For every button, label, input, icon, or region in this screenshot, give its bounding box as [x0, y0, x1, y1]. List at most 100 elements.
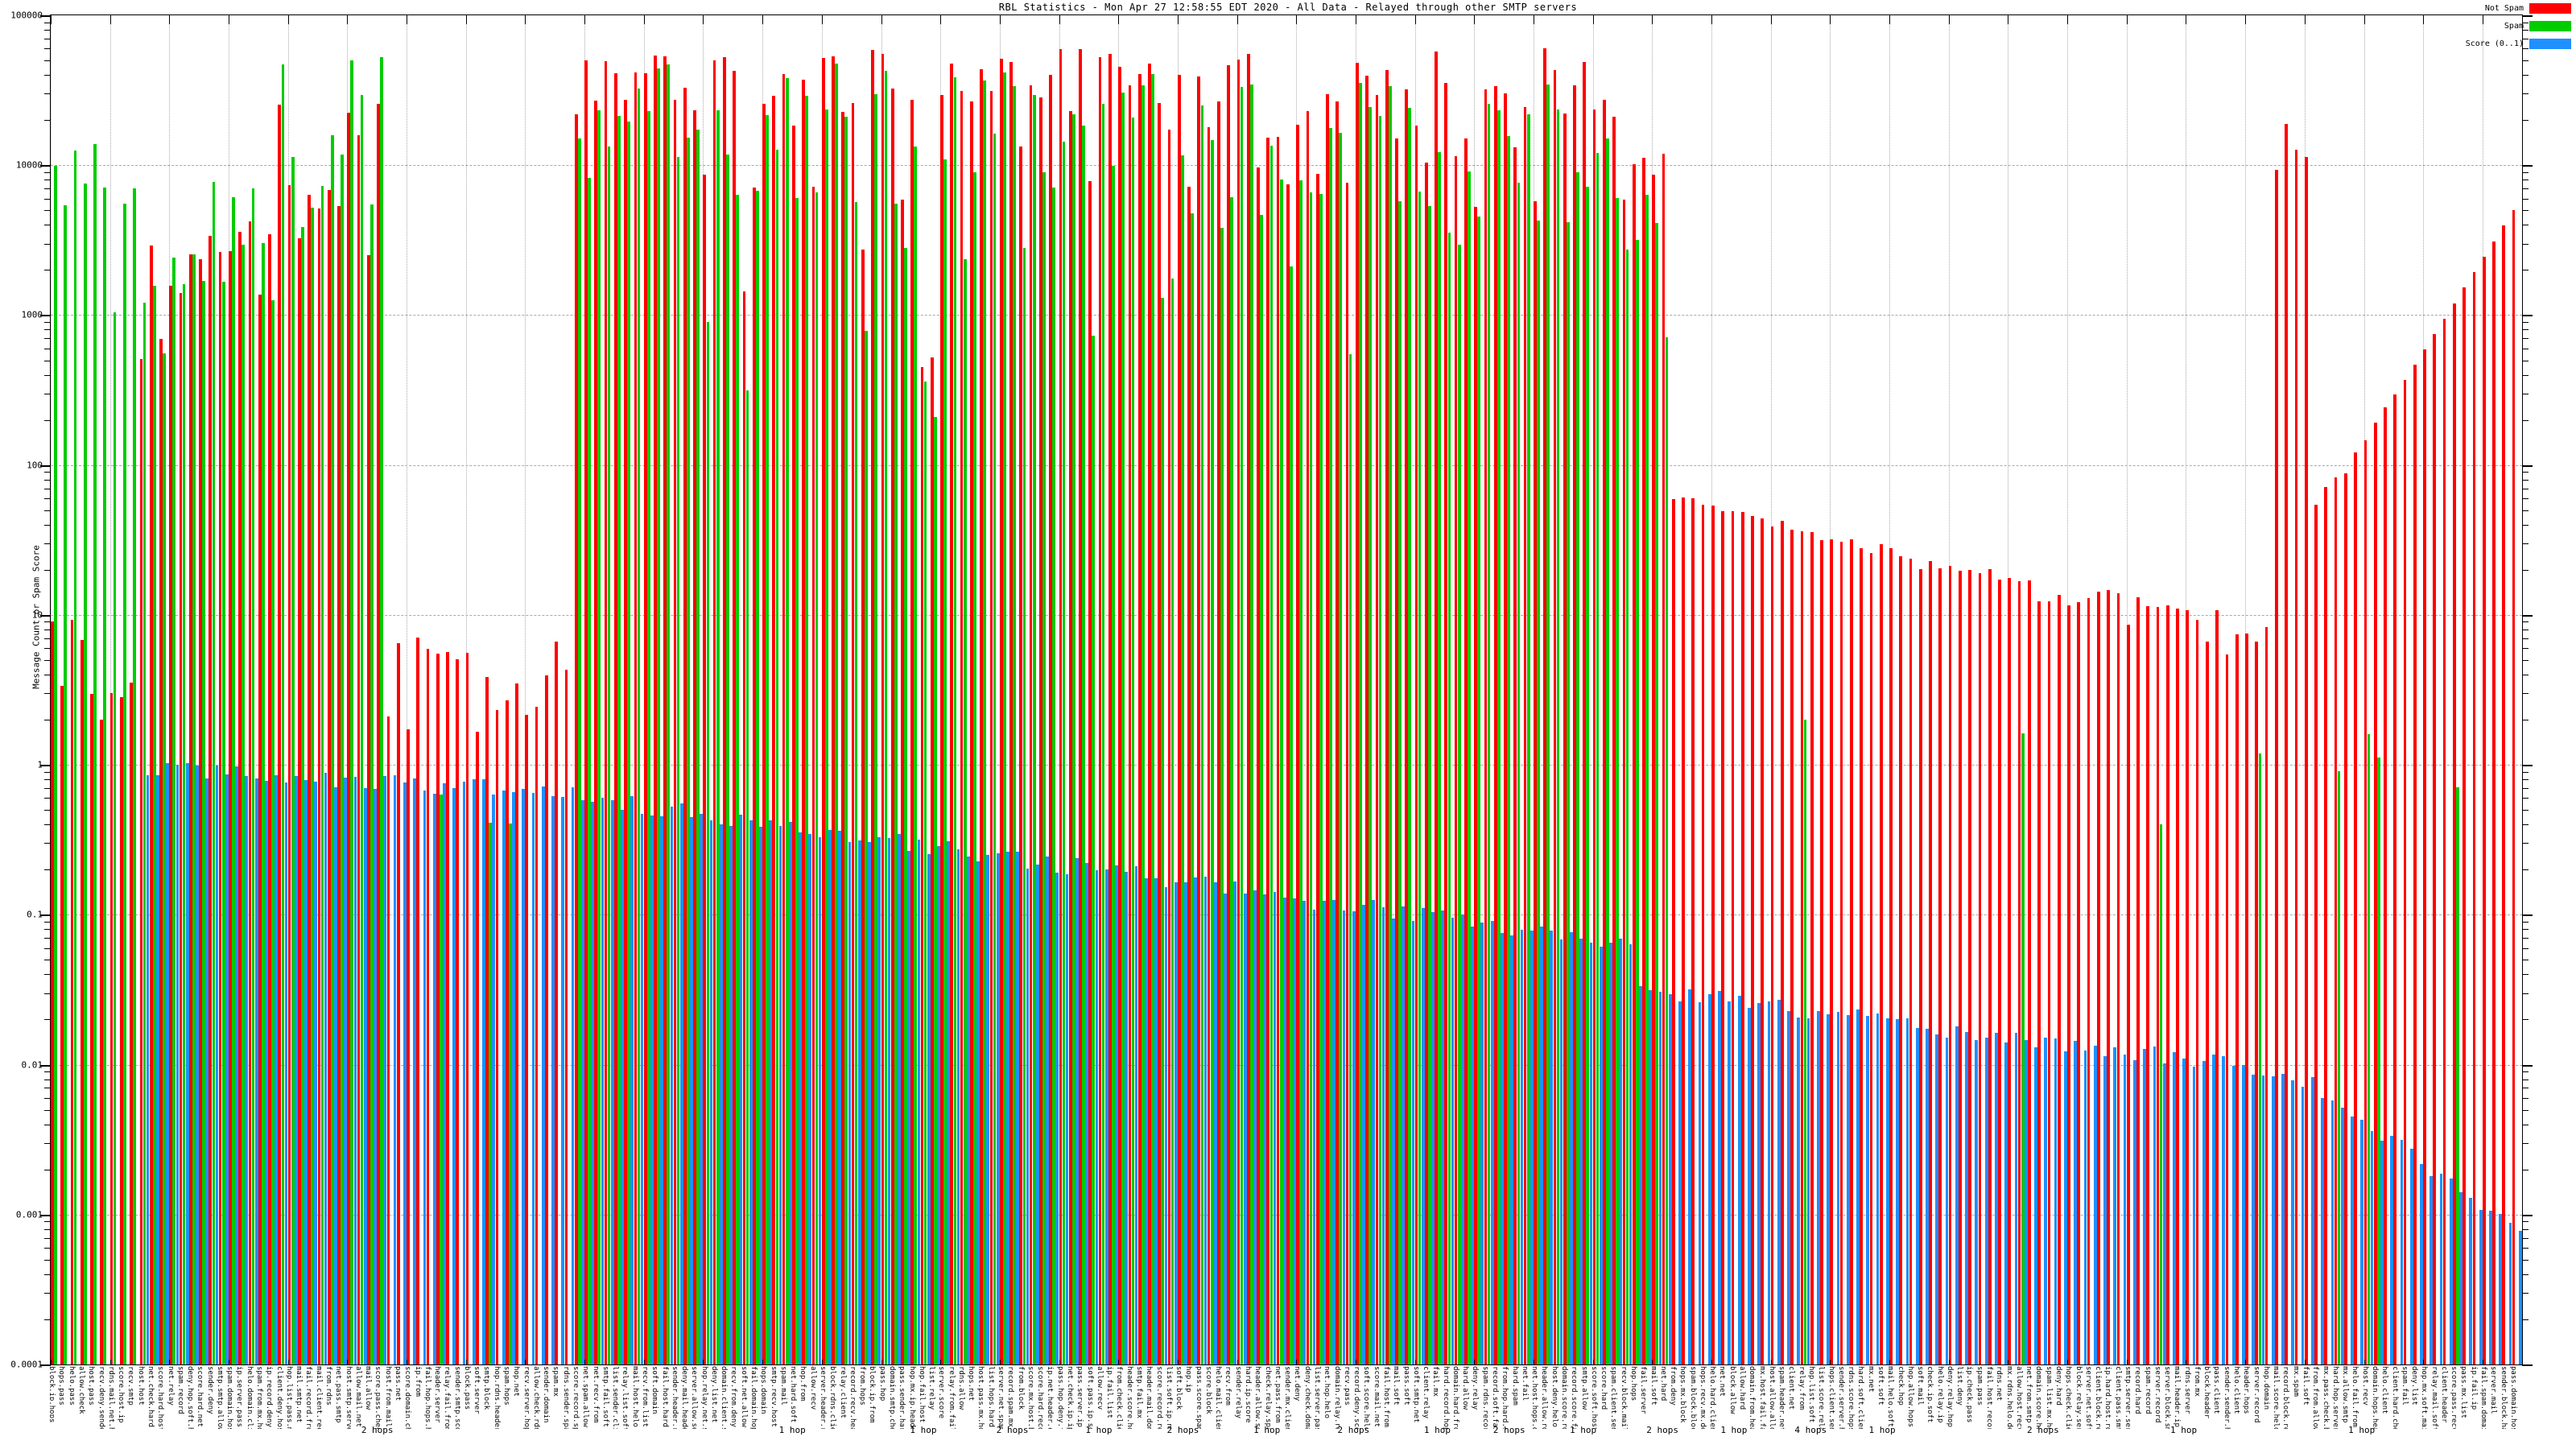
bar-score	[2489, 1210, 2492, 1364]
x-axis-tick-label: score.pass.recv	[2450, 1366, 2458, 1429]
bar-spam	[380, 57, 384, 1364]
bar-score	[2202, 1061, 2206, 1364]
x-axis-tick-label: spam.block.block.host	[1688, 1366, 1697, 1429]
y-axis-minor-tick	[2522, 787, 2529, 789]
y-axis-minor-tick	[44, 693, 51, 695]
bar-spam	[1388, 85, 1392, 1364]
x-axis-tick-label: domain.hard.from.list	[1451, 1366, 1459, 1429]
bar-spam	[93, 144, 97, 1364]
bar-not-spam	[188, 254, 192, 1364]
x-axis-tick-label: list.deny	[1955, 1366, 1964, 1406]
bar-score	[175, 764, 180, 1364]
x-axis-tick-label: hard.spam	[1510, 1366, 1519, 1406]
x-axis-tick	[51, 1360, 52, 1364]
bar-score	[670, 806, 674, 1364]
bar-group	[613, 15, 624, 1364]
bar-group	[1118, 15, 1129, 1364]
bar-group	[505, 15, 515, 1364]
bar-group	[1375, 15, 1385, 1364]
bar-not-spam	[1563, 113, 1567, 1364]
y-axis-minor-tick	[2522, 497, 2529, 499]
bar-not-spam	[2403, 380, 2407, 1364]
bar-spam	[1269, 145, 1274, 1364]
bar-not-spam	[2165, 605, 2169, 1364]
bar-score	[2429, 1176, 2434, 1364]
x-axis-tick-label: rdns.server	[2182, 1366, 2191, 1414]
y-axis-minor-tick	[44, 993, 51, 994]
y-axis-minor-tick	[44, 1221, 51, 1223]
x-axis-tick-label: list.soft.ip.rdns	[1164, 1366, 1173, 1429]
bar-group	[366, 15, 377, 1364]
bar-spam	[163, 353, 166, 1364]
x-axis-tick-label: fail.record.from	[304, 1366, 313, 1429]
bar-not-spam	[950, 63, 954, 1364]
bar-not-spam	[545, 675, 548, 1364]
bar-not-spam	[1612, 117, 1616, 1364]
bar-group	[2215, 15, 2226, 1364]
x-axis-tick-label: score.hard	[1600, 1366, 1608, 1410]
bar-group	[2206, 15, 2215, 1364]
bar-spam	[341, 155, 344, 1364]
bar-score	[1797, 1018, 1801, 1364]
legend-label-not-spam: Not Spam	[2484, 4, 2524, 13]
bar-not-spam	[396, 643, 400, 1364]
bar-spam	[1537, 221, 1540, 1364]
bar-score	[155, 775, 159, 1364]
y-axis-minor-tick	[2522, 1248, 2529, 1249]
bar-group	[1602, 15, 1612, 1364]
y-axis-minor-tick	[44, 810, 51, 811]
bar-score	[1638, 985, 1642, 1364]
bar-spam	[73, 151, 77, 1364]
x-axis-tick-label: score.hard.net	[196, 1366, 204, 1427]
bar-score	[196, 766, 199, 1364]
bar-spam	[232, 196, 235, 1364]
bar-score	[531, 793, 535, 1364]
y-axis-minor-tick	[2522, 1142, 2529, 1144]
bar-score	[621, 809, 624, 1364]
bar-spam	[835, 63, 838, 1364]
x-axis-tick	[2126, 1360, 2128, 1364]
bar-spam	[172, 258, 176, 1364]
x-axis-tick-label: client.block.relay	[2094, 1366, 2103, 1429]
bar-score	[2132, 1059, 2136, 1364]
bar-not-spam	[1019, 146, 1023, 1364]
bar-not-spam	[179, 293, 183, 1364]
bar-score	[452, 787, 456, 1364]
bar-group	[308, 15, 318, 1364]
bar-score	[324, 772, 328, 1364]
x-axis-tick	[169, 1360, 171, 1364]
bar-spam	[923, 381, 927, 1364]
bar-not-spam	[2285, 124, 2288, 1364]
x-axis-tick	[287, 1360, 289, 1364]
x-axis-tick-label: allow.recv	[1095, 1366, 1104, 1410]
bar-not-spam	[1148, 64, 1151, 1364]
bar-spam	[83, 184, 87, 1364]
bar-group	[1948, 15, 1959, 1364]
y-axis-minor-tick	[2522, 171, 2529, 173]
bar-not-spam	[2343, 473, 2347, 1364]
y-axis-minor-tick	[44, 338, 51, 340]
bar-spam	[1477, 217, 1481, 1364]
bar-score	[482, 778, 485, 1364]
y-axis-minor-tick	[2522, 693, 2529, 695]
bar-not-spam	[1860, 548, 1863, 1364]
bar-spam	[1042, 172, 1046, 1364]
bar-group	[782, 15, 792, 1364]
bar-score	[2321, 1098, 2325, 1364]
bar-score	[2113, 1046, 2117, 1364]
bar-group	[881, 15, 891, 1364]
x-axis-tick-label: allow.hard	[1738, 1366, 1747, 1410]
y-axis-tick	[40, 165, 51, 167]
x-axis-tick-label: mail.host.helo	[630, 1366, 639, 1427]
bar-not-spam	[377, 104, 380, 1364]
x-axis-tick-label: hard.record.hop	[1441, 1366, 1450, 1429]
bar-score	[1619, 938, 1623, 1364]
bar-not-spam	[1079, 48, 1082, 1364]
x-axis-tick-label: sender.block.hard.block	[2499, 1366, 2508, 1429]
bar-not-spam	[100, 719, 104, 1364]
bar-spam	[627, 122, 631, 1364]
x-axis-tick-label: sender.relay	[1233, 1366, 1242, 1419]
y-axis-minor-tick	[2522, 1319, 2529, 1320]
x-axis-tick-label: mail.header.ip.check	[2173, 1366, 2182, 1429]
bar-score	[2074, 1040, 2078, 1364]
